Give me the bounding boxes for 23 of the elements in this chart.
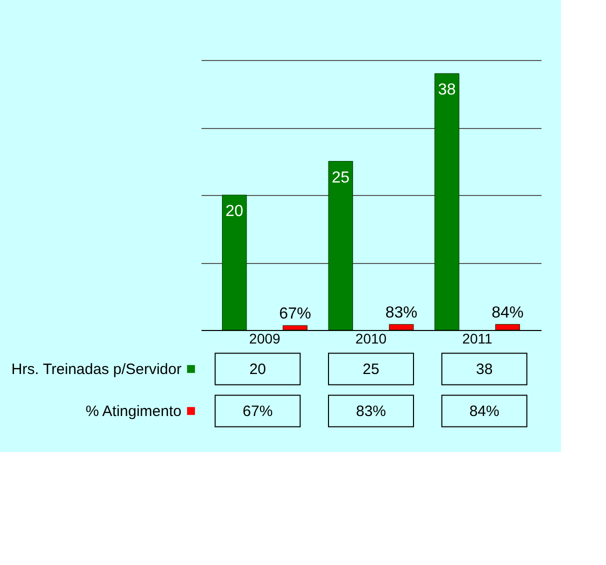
legend-label: Hrs. Treinadas p/Servidor xyxy=(11,361,182,378)
bar xyxy=(282,325,308,330)
bar xyxy=(495,324,520,330)
text: 38 xyxy=(438,82,456,98)
bar xyxy=(434,73,460,330)
bar xyxy=(388,324,414,330)
bar xyxy=(328,161,354,330)
data-label: 67% xyxy=(242,403,273,420)
text: 20 xyxy=(225,203,244,220)
text: 25 xyxy=(332,169,350,186)
x-tick-label: 2011 xyxy=(462,330,493,346)
x-tick-label: 2009 xyxy=(249,330,281,346)
text: 84% xyxy=(492,304,524,322)
data-label: 84% xyxy=(469,403,500,420)
data-label: 25 xyxy=(362,361,380,378)
data-label: 83% xyxy=(356,403,386,420)
x-tick-label: 2010 xyxy=(355,330,387,346)
bar xyxy=(222,194,247,330)
legend-label: % Atingimento xyxy=(86,403,182,420)
data-label: 20 xyxy=(249,361,266,378)
text: 67% xyxy=(279,305,312,322)
data-label: 38 xyxy=(476,361,493,378)
text: 83% xyxy=(385,304,418,322)
